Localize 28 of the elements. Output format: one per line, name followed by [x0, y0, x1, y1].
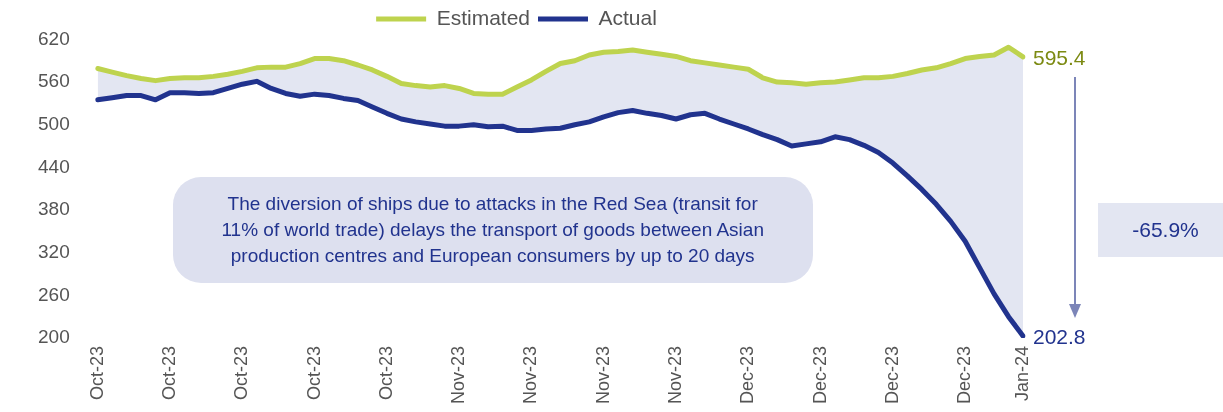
- x-tick-label: Dec-23: [809, 345, 830, 405]
- x-tick-label: Nov-23: [448, 345, 469, 405]
- y-tick-label: 620: [38, 27, 70, 49]
- y-tick-label: 560: [38, 70, 70, 92]
- x-tick-label: Oct-23: [231, 345, 252, 401]
- y-tick-label: 380: [38, 198, 70, 220]
- legend-label: Estimated: [436, 5, 531, 29]
- legend-label: Actual: [598, 5, 657, 29]
- y-tick-label: 440: [38, 155, 70, 177]
- x-tick-label: Jan-24: [1011, 345, 1032, 402]
- x-tick-label: Dec-23: [881, 345, 902, 405]
- x-tick-label: Oct-23: [303, 345, 324, 401]
- x-tick-label: Nov-23: [592, 345, 613, 405]
- x-tick-label: Nov-23: [520, 345, 541, 405]
- x-tick-label: Dec-23: [954, 345, 975, 405]
- y-tick-label: 200: [38, 326, 70, 348]
- x-tick-label: Nov-23: [664, 345, 685, 405]
- y-tick-label: 320: [38, 240, 70, 262]
- callout-box: The diversion of ships due to attacks in the Red Sea (transit for 11% of world trade) delays the transport of goods between Asian production centres and European consumers by up to 20 days: [172, 177, 813, 284]
- y-tick-label: 260: [38, 283, 70, 305]
- x-tick-label: Oct-23: [375, 345, 396, 401]
- label-box: -65.9%: [1098, 202, 1223, 257]
- data-label: 595.4: [1033, 45, 1086, 69]
- x-tick-label: Dec-23: [737, 345, 758, 405]
- y-tick-label: 500: [38, 112, 70, 134]
- x-tick-label: Oct-23: [158, 345, 179, 401]
- data-label: 202.8: [1033, 324, 1086, 348]
- x-tick-label: Oct-23: [86, 345, 107, 401]
